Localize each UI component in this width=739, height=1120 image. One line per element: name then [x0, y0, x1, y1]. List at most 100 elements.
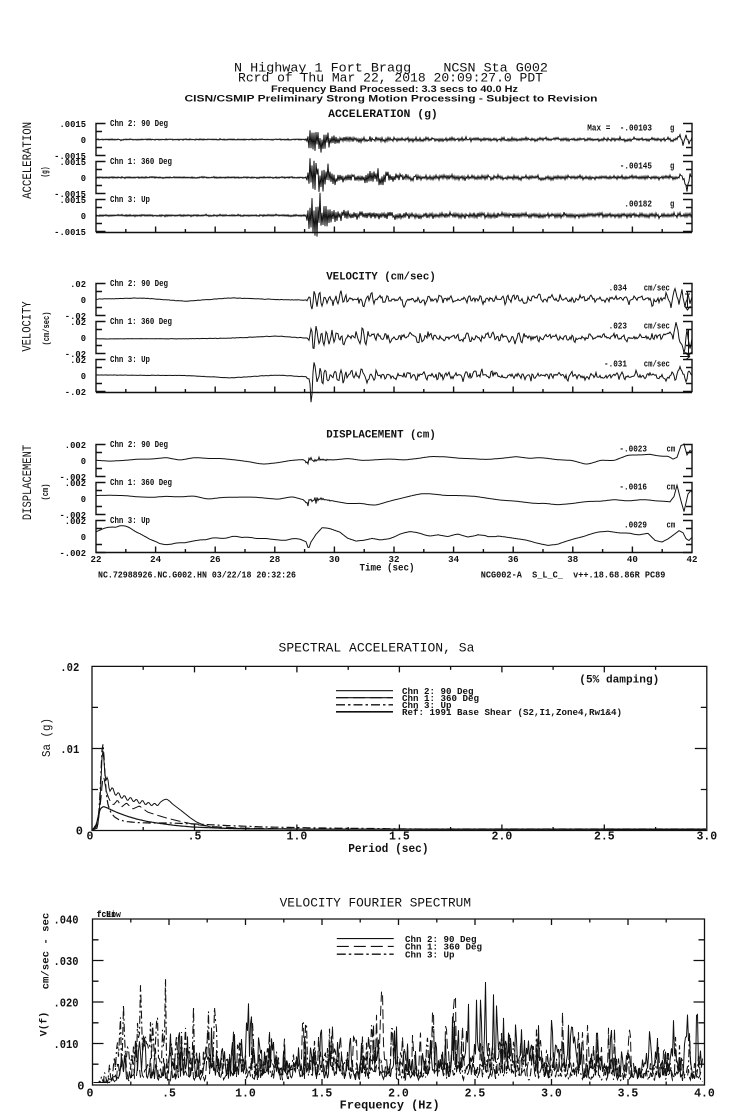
- svg-text:0: 0: [87, 1087, 94, 1100]
- svg-text:ACCELERATION (g): ACCELERATION (g): [328, 109, 438, 121]
- svg-text:VELOCITY: VELOCITY: [20, 301, 35, 351]
- svg-text:g: g: [670, 162, 674, 172]
- svg-text:1.0: 1.0: [235, 1087, 256, 1100]
- svg-text:0: 0: [81, 296, 86, 306]
- svg-text:Chn 2: 90 Deg: Chn 2: 90 Deg: [110, 119, 168, 129]
- svg-text:38: 38: [567, 554, 578, 565]
- svg-text:ACCELERATION: ACCELERATION: [20, 122, 35, 199]
- svg-text:Chn 1: 360 Deg: Chn 1: 360 Deg: [110, 157, 172, 167]
- svg-text:.02: .02: [70, 318, 86, 328]
- svg-text:34: 34: [448, 554, 459, 565]
- svg-text:Max =: Max =: [587, 124, 610, 134]
- svg-text:Chn 1: 360 Deg: Chn 1: 360 Deg: [110, 317, 172, 327]
- svg-text:1.5: 1.5: [312, 1087, 333, 1100]
- svg-text:NCG002-A S_L_C_ v++.18.68.86: NCG002-A S_L_C_ v++.18.68.86R PC89: [481, 571, 666, 581]
- svg-text:0: 0: [81, 334, 86, 344]
- svg-text:Chn 2: 90 Deg: Chn 2: 90 Deg: [402, 686, 474, 697]
- svg-text:.020: .020: [54, 997, 79, 1011]
- svg-text:fcHi: fcHi: [97, 910, 117, 920]
- svg-text:-.02: -.02: [65, 312, 86, 322]
- svg-text:.040: .040: [54, 914, 79, 928]
- svg-text:0: 0: [81, 372, 86, 382]
- svg-text:.5: .5: [162, 1087, 176, 1100]
- svg-text:2.0: 2.0: [492, 831, 513, 844]
- svg-text:.0029: .0029: [624, 521, 647, 531]
- svg-text:Chn 2: 90 Deg: Chn 2: 90 Deg: [110, 279, 168, 289]
- svg-text:N Highway 1 Fort Bragg NCSN: N Highway 1 Fort Bragg NCSN Sta G002: [234, 61, 548, 75]
- svg-text:.00182: .00182: [624, 200, 652, 210]
- svg-text:42: 42: [687, 554, 698, 565]
- svg-text:cm/sec: cm/sec: [644, 360, 670, 370]
- svg-text:1.5: 1.5: [389, 831, 410, 844]
- svg-text:Chn 2: 90 Deg: Chn 2: 90 Deg: [405, 934, 477, 945]
- svg-text:-.00103: -.00103: [620, 124, 652, 134]
- svg-text:-.02: -.02: [65, 350, 86, 360]
- svg-text:VELOCITY (cm/sec): VELOCITY (cm/sec): [326, 271, 436, 283]
- svg-text:-.002: -.002: [60, 549, 87, 559]
- svg-text:0: 0: [81, 174, 86, 184]
- svg-text:Chn 1: 360 Deg: Chn 1: 360 Deg: [402, 693, 479, 704]
- svg-text:.030: .030: [54, 955, 79, 969]
- svg-text:4.0: 4.0: [694, 1087, 715, 1100]
- svg-text:.02: .02: [70, 356, 86, 366]
- svg-text:0: 0: [87, 831, 94, 844]
- svg-text:0: 0: [77, 1080, 84, 1094]
- svg-text:Chn 3: Up: Chn 3: Up: [402, 700, 452, 711]
- svg-text:cm/sec: cm/sec: [644, 322, 670, 332]
- svg-text:1.0: 1.0: [287, 831, 308, 844]
- svg-text:cm: cm: [667, 445, 676, 455]
- svg-text:.002: .002: [65, 517, 86, 527]
- svg-text:2.5: 2.5: [465, 1087, 486, 1100]
- svg-text:Chn 1: 360 Deg: Chn 1: 360 Deg: [405, 942, 482, 953]
- svg-text:0: 0: [76, 824, 83, 838]
- svg-text:(cm/sec): (cm/sec): [42, 312, 52, 346]
- svg-text:NC.72988926.NC.G002.HN 03/22/1: NC.72988926.NC.G002.HN 03/22/18 20:32:26: [98, 571, 296, 581]
- svg-text:-.002: -.002: [60, 473, 87, 483]
- svg-text:.002: .002: [65, 479, 86, 489]
- svg-text:-.0023: -.0023: [619, 445, 647, 455]
- svg-text:g: g: [670, 200, 674, 210]
- svg-text:Ref: 1991 Base Shear (S2,I1,Zo: Ref: 1991 Base Shear (S2,I1,Zone4,Rw1&4): [402, 707, 622, 718]
- svg-text:3.0: 3.0: [541, 1087, 562, 1100]
- svg-text:-.0015: -.0015: [54, 152, 86, 162]
- svg-text:32: 32: [389, 554, 400, 565]
- svg-text:36: 36: [508, 554, 519, 565]
- svg-text:0: 0: [81, 533, 86, 543]
- svg-text:Chn 3: Up: Chn 3: Up: [110, 355, 150, 365]
- svg-text:VELOCITY FOURIER SPECTRUM: VELOCITY FOURIER SPECTRUM: [280, 896, 471, 911]
- svg-text:(cm): (cm): [41, 484, 51, 501]
- svg-text:-.031: -.031: [604, 360, 628, 370]
- svg-text:2.5: 2.5: [594, 831, 615, 844]
- svg-text:SPECTRAL ACCELERATION, Sa: SPECTRAL ACCELERATION, Sa: [279, 641, 475, 656]
- svg-text:CISN/CSMIP Preliminary Strong: CISN/CSMIP Preliminary Strong Motion Pro…: [185, 94, 598, 104]
- svg-text:0: 0: [81, 136, 86, 146]
- svg-text:Period (sec): Period (sec): [348, 843, 428, 856]
- svg-text:0: 0: [81, 457, 86, 467]
- svg-text:-.0015: -.0015: [54, 190, 86, 200]
- svg-text:-.0015: -.0015: [54, 228, 86, 238]
- svg-text:.034: .034: [609, 284, 628, 294]
- svg-text:DISPLACEMENT: DISPLACEMENT: [20, 445, 35, 520]
- svg-text:Rcrd of Thu Mar 22, 2018 20:09: Rcrd of Thu Mar 22, 2018 20:09:27.0 PDT: [238, 71, 544, 85]
- svg-text:-.0016: -.0016: [619, 483, 647, 493]
- svg-text:Chn 2: 90 Deg: Chn 2: 90 Deg: [110, 440, 168, 450]
- svg-text:Frequency Band Processed: 3.3: Frequency Band Processed: 3.3 secs to 40…: [271, 84, 518, 94]
- svg-text:(5% damping): (5% damping): [579, 675, 659, 687]
- svg-text:.02: .02: [70, 280, 86, 290]
- svg-text:V(f): V(f): [39, 1012, 51, 1037]
- svg-text:Chn 1: 360 Deg: Chn 1: 360 Deg: [110, 478, 172, 488]
- svg-text:Frequency (Hz): Frequency (Hz): [340, 1100, 440, 1113]
- svg-text:-.00145: -.00145: [620, 162, 652, 172]
- svg-text:0: 0: [81, 495, 86, 505]
- svg-text:3.5: 3.5: [618, 1087, 639, 1100]
- svg-text:cm: cm: [667, 483, 676, 493]
- svg-text:.02: .02: [60, 661, 79, 675]
- svg-text:0: 0: [81, 212, 86, 222]
- svg-text:Chn 3: Up: Chn 3: Up: [110, 516, 150, 526]
- svg-text:fcLow: fcLow: [97, 910, 122, 920]
- svg-text:cm/sec - sec: cm/sec - sec: [41, 913, 53, 990]
- svg-text:(g): (g): [41, 167, 51, 178]
- svg-text:28: 28: [269, 554, 280, 565]
- svg-text:Chn 3: Up: Chn 3: Up: [110, 195, 150, 205]
- svg-text:.01: .01: [60, 743, 79, 757]
